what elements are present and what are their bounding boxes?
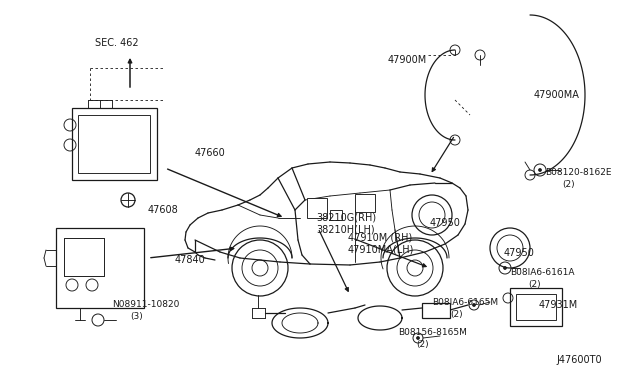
Text: (2): (2) [528, 280, 541, 289]
Text: 47950: 47950 [504, 248, 535, 258]
Text: B08156-8165M: B08156-8165M [398, 328, 467, 337]
Text: 47608: 47608 [148, 205, 179, 215]
Circle shape [417, 337, 419, 340]
Text: (2): (2) [562, 180, 575, 189]
Bar [330, 210, 342, 220]
Bar [510, 288, 562, 326]
Text: (2): (2) [450, 310, 463, 319]
Bar [78, 115, 150, 173]
Text: J47600T0: J47600T0 [556, 355, 602, 365]
Text: (3): (3) [130, 312, 143, 321]
Circle shape [538, 169, 541, 171]
Bar [64, 238, 104, 276]
Text: (2): (2) [416, 340, 429, 349]
Text: B08120-8162E: B08120-8162E [545, 168, 611, 177]
Circle shape [504, 266, 506, 269]
Text: 47950: 47950 [430, 218, 461, 228]
Text: B08IA6-6165M: B08IA6-6165M [432, 298, 498, 307]
Bar [56, 228, 144, 308]
Bar [355, 194, 375, 212]
Text: 38210G(RH): 38210G(RH) [316, 213, 376, 223]
Text: 47931M: 47931M [539, 300, 579, 310]
Text: 38210H(LH): 38210H(LH) [316, 225, 374, 235]
Text: N08911-10820: N08911-10820 [112, 300, 179, 309]
Bar [422, 303, 450, 318]
Bar [72, 108, 157, 180]
Text: 47910M (RH): 47910M (RH) [348, 233, 412, 243]
Bar [307, 198, 327, 218]
Text: 47840: 47840 [175, 255, 205, 265]
Circle shape [472, 304, 476, 307]
Text: B08IA6-6161A: B08IA6-6161A [510, 268, 575, 277]
Text: SEC. 462: SEC. 462 [95, 38, 139, 48]
Text: 47900MA: 47900MA [534, 90, 580, 100]
Bar [516, 294, 556, 320]
Text: 47910MA(LH): 47910MA(LH) [348, 244, 414, 254]
Text: 47660: 47660 [195, 148, 226, 158]
Bar [64, 238, 104, 276]
Text: 47900M: 47900M [388, 55, 428, 65]
